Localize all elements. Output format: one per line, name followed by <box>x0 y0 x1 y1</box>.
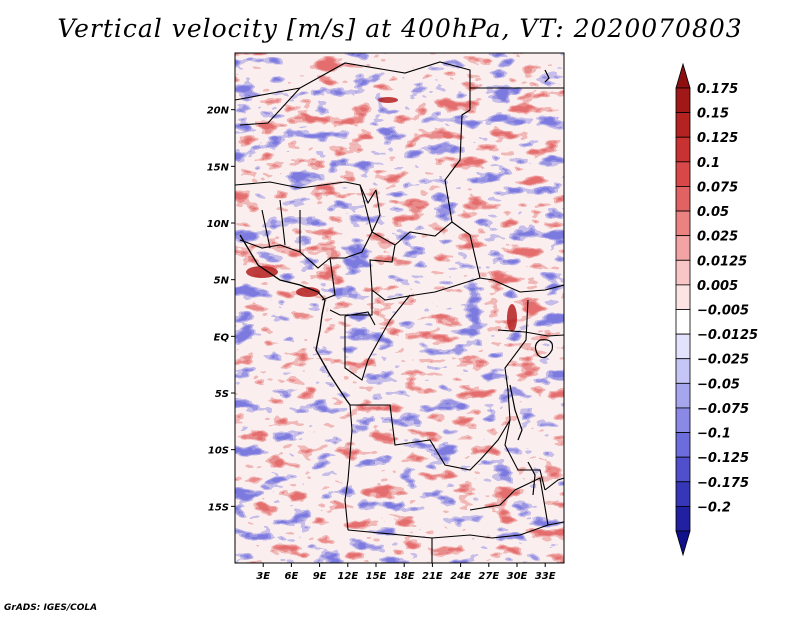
lon-tick-label: 18E <box>394 571 415 582</box>
colorbar-swatch <box>675 432 691 458</box>
colorbar-swatch <box>675 259 691 286</box>
lat-tick-label: 20N <box>207 106 230 117</box>
country-borders <box>235 61 564 563</box>
colorbar-label: −0.175 <box>697 476 749 491</box>
colorbar-label: 0.15 <box>697 107 729 122</box>
colorbar-label: −0.025 <box>697 353 749 368</box>
colorbar-swatch <box>675 112 691 138</box>
colorbar-label: −0.1 <box>697 427 731 442</box>
lakes <box>509 69 554 496</box>
colorbar-swatch <box>675 407 691 433</box>
lon-tick-label: 12E <box>337 571 358 582</box>
lon-tick-label: 24E <box>450 571 471 582</box>
lat-tick-label: EQ <box>214 332 230 343</box>
lon-tick-label: 33E <box>535 571 556 582</box>
colorbar-label: −0.075 <box>697 402 749 417</box>
colorbar-swatch <box>675 481 691 507</box>
lon-tick-label: 6E <box>285 571 299 582</box>
colorbar-swatch <box>675 309 691 335</box>
colorbar-label: 0.125 <box>697 131 738 146</box>
colorbar-label: −0.2 <box>697 500 731 515</box>
lat-tick-label: 10S <box>208 446 229 457</box>
colorbar-swatch <box>675 333 691 360</box>
lon-tick-label: 30E <box>507 571 528 582</box>
colorbar-bottom-arrow <box>675 530 691 557</box>
colorbar-label: 0.075 <box>697 180 738 195</box>
colorbar-swatch <box>675 358 691 384</box>
latitude-axis: 20N 15N 10N 5N EQ 5S 10S 15S <box>207 106 235 513</box>
colorbar-swatch <box>675 505 691 532</box>
colorbar-swatch <box>675 456 691 483</box>
grads-credit: GrADS: IGES/COLA <box>4 603 98 613</box>
colorbar: 0.175 0.15 0.125 0.1 0.075 0.05 0.025 0.0125 0.0… <box>675 62 758 557</box>
colorbar-label: 0.175 <box>697 82 738 97</box>
colorbar-label: 0.0125 <box>697 254 747 269</box>
lat-tick-label: 15N <box>207 162 230 173</box>
lat-tick-label: 5N <box>214 276 230 287</box>
colorbar-label: 0.025 <box>697 230 738 245</box>
colorbar-swatch <box>675 235 691 261</box>
colorbar-label: 0.1 <box>697 156 720 171</box>
map-panel <box>235 53 564 563</box>
coastline <box>239 234 351 406</box>
colorbar-label: 0.005 <box>697 279 738 294</box>
lon-tick-label: 27E <box>478 571 499 582</box>
colorbar-swatch <box>675 210 691 237</box>
lat-tick-label: 15S <box>208 502 229 513</box>
colorbar-label: −0.005 <box>697 304 749 319</box>
lat-tick-label: 10N <box>207 219 230 230</box>
plot-title: Vertical velocity [m/s] at 400hPa, VT: 2… <box>57 14 743 43</box>
colorbar-label: −0.0125 <box>697 328 758 343</box>
colorbar-swatch <box>675 284 691 310</box>
strong-updraft-areas <box>246 97 517 332</box>
colorbar-top-arrow <box>675 62 691 89</box>
lon-tick-label: 15E <box>366 571 387 582</box>
colorbar-swatch <box>675 186 691 212</box>
colorbar-label: −0.05 <box>697 377 740 392</box>
colorbar-swatch <box>675 87 691 114</box>
colorbar-label: −0.125 <box>697 451 749 466</box>
map-frame <box>234 52 565 564</box>
colorbar-label: 0.05 <box>697 205 729 220</box>
lon-tick-label: 3E <box>256 571 270 582</box>
lon-tick-label: 9E <box>313 571 327 582</box>
longitude-axis: 3E 6E 9E 12E 15E 18E 21E 24E 27E 30E 33E <box>256 563 556 582</box>
colorbar-swatch <box>675 382 691 409</box>
colorbar-swatch <box>675 161 691 187</box>
lon-tick-label: 21E <box>422 571 443 582</box>
lat-tick-label: 5S <box>215 389 229 400</box>
colorbar-swatch <box>675 136 691 163</box>
